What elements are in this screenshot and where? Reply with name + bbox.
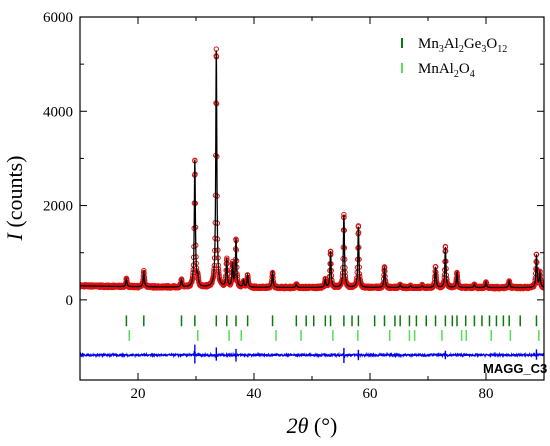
legend-phase2-part: MnAl [418, 61, 454, 77]
y-tick-label: 2000 [43, 199, 73, 215]
observed-point [397, 281, 403, 287]
y-tick-label: 6000 [43, 10, 73, 26]
observed-point [407, 283, 414, 289]
calculated-series [80, 50, 544, 289]
x-tick-label: 20 [131, 386, 146, 402]
legend-phase2-sub: 4 [470, 69, 475, 80]
legend-phase2-part: O [459, 61, 470, 77]
x-tick-label: 80 [479, 386, 494, 402]
legend: Mn3Al2Ge3O12 MnAl2O4 [401, 36, 507, 80]
legend-phase1-sub: 3 [481, 44, 486, 55]
x-axis-symbol: 2θ [287, 413, 309, 438]
y-axis-symbol: I [2, 231, 27, 241]
x-axis-label: 2θ (°) [287, 413, 338, 438]
y-axis-unit: (counts) [2, 156, 27, 234]
observed-point [419, 283, 425, 289]
y-tick-label: 4000 [43, 104, 73, 120]
legend-phase1-sub: 2 [459, 44, 464, 55]
y-axis-label: I (counts) [2, 156, 27, 242]
observed-series [80, 46, 544, 292]
legend-phase2-sub: 2 [454, 69, 459, 80]
observed-point [293, 281, 300, 287]
legend-phase1-sub: 12 [497, 44, 507, 55]
legend-phase1-part: Mn [418, 36, 439, 52]
difference-series [80, 350, 544, 359]
legend-phase1-part: O [486, 36, 497, 52]
axes: 20 40 60 80 0 2000 4000 6000 [43, 10, 545, 402]
y-tick-label: 0 [66, 293, 74, 309]
data-layer [80, 46, 544, 364]
legend-entry-phase2: MnAl2O4 [418, 61, 475, 80]
x-axis-unit: (°) [308, 413, 337, 438]
legend-phase1-sub: 3 [439, 44, 444, 55]
legend-entry-phase1: Mn3Al2Ge3O12 [418, 36, 507, 55]
x-tick-label: 40 [247, 386, 262, 402]
sample-label: MAGG_C3 [483, 361, 547, 376]
legend-phase1-part: Ge [464, 36, 482, 52]
legend-phase1-part: Al [444, 36, 459, 52]
x-tick-label: 60 [363, 386, 378, 402]
observed-point [471, 281, 478, 287]
